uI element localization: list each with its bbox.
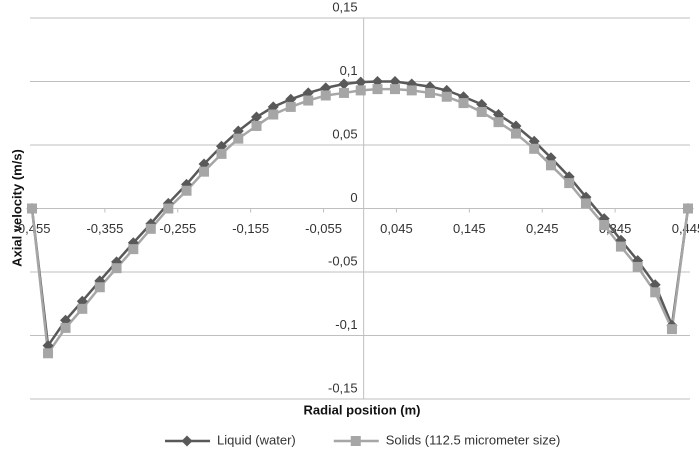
data-point (632, 261, 643, 272)
y-tick-label: -0,05 (328, 253, 358, 268)
series-line (30, 80, 690, 350)
data-point (27, 203, 37, 214)
y-tick-label: 0,05 (332, 126, 357, 141)
data-point (650, 287, 661, 298)
data-point (529, 143, 540, 154)
data-point (372, 84, 383, 95)
data-point (43, 348, 54, 359)
x-tick-label: 0,045 (380, 221, 413, 236)
x-tick-label: 0,145 (453, 221, 486, 236)
data-point (285, 101, 296, 112)
data-point (355, 76, 367, 88)
legend-marker (181, 435, 193, 447)
data-point (163, 203, 174, 214)
y-tick-label: -0,1 (335, 317, 357, 332)
x-tick-label: -0,455 (14, 221, 51, 236)
data-point (615, 241, 626, 252)
data-point (251, 120, 262, 131)
data-point (493, 117, 504, 128)
data-point (510, 128, 521, 139)
data-point (181, 185, 192, 196)
legend-item: Solids (112.5 micrometer size) (333, 432, 561, 447)
x-tick-label: -0,255 (159, 221, 196, 236)
legend-item: Liquid (water) (165, 432, 296, 447)
data-point (338, 87, 349, 98)
legend-label: Liquid (water) (217, 432, 296, 447)
data-point (406, 85, 417, 96)
legend-marker (350, 436, 361, 446)
data-point (476, 106, 487, 117)
data-point (216, 148, 227, 159)
x-axis-title: Radial position (m) (304, 402, 421, 417)
y-axis-title: Axial velocity (m/s) (9, 149, 24, 267)
data-point (666, 324, 677, 335)
data-point (94, 282, 105, 293)
data-point (145, 223, 156, 234)
data-point (250, 111, 262, 123)
y-tick-label: 0 (350, 190, 357, 205)
data-point (441, 91, 452, 102)
y-tick-label: 0,15 (332, 0, 357, 14)
x-tick-label: -0,355 (86, 221, 123, 236)
x-tick-label: -0,155 (232, 221, 269, 236)
data-point (458, 98, 469, 109)
data-point (355, 85, 366, 96)
data-point (320, 90, 331, 101)
data-point (545, 160, 556, 171)
x-tick-label: 0,245 (526, 221, 559, 236)
data-point (60, 322, 71, 333)
data-point (599, 220, 610, 231)
data-point (389, 84, 400, 95)
data-point (683, 203, 693, 214)
data-point (128, 244, 139, 255)
data-point (338, 78, 350, 90)
data-point (268, 109, 279, 120)
data-point (564, 178, 575, 189)
data-point (77, 303, 88, 314)
legend-label: Solids (112.5 micrometer size) (386, 432, 561, 447)
series-line (30, 87, 690, 357)
data-point (580, 198, 591, 209)
x-tick-label: -0,055 (305, 221, 342, 236)
data-point (303, 95, 314, 106)
data-point (199, 166, 210, 177)
data-point (233, 133, 244, 144)
y-tick-label: 0,1 (340, 63, 358, 78)
y-tick-label: -0,15 (328, 380, 358, 395)
data-point (111, 263, 122, 274)
data-point (424, 87, 435, 98)
